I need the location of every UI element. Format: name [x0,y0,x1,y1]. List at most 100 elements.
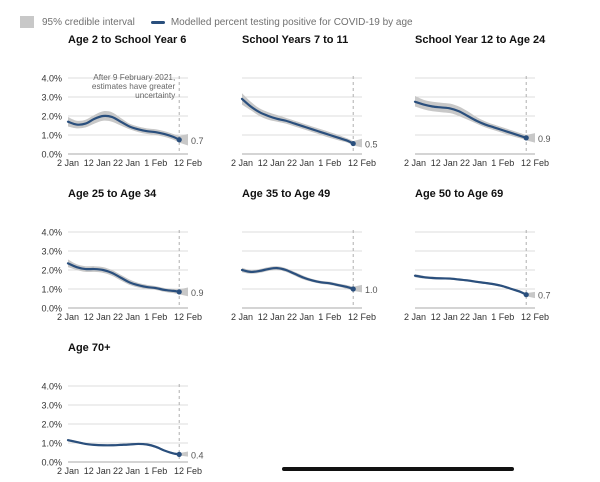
x-tick-label: 12 Feb [521,312,549,322]
y-tick-label: 1.0% [41,439,62,449]
y-tick-label: 1.0% [41,131,62,141]
x-tick-label: 12 Jan [431,158,458,168]
credible-interval-band [68,438,180,456]
end-point-marker [350,286,356,292]
chart-svg: 2 Jan 12 Jan 22 Jan 1 Feb 12 Feb 0.9 [404,76,551,168]
x-tick-label: 12 Jan [431,312,458,322]
x-tick-label: 12 Feb [174,158,202,168]
x-tick-label: 2 Jan [404,312,426,322]
x-tick-label: 1 Feb [491,158,514,168]
annotation-text: uncertainty [135,91,176,100]
x-tick-label: 22 Jan [460,312,487,322]
end-point-marker [523,292,529,298]
x-tick-label: 1 Feb [318,312,341,322]
modelled-line [240,266,355,291]
x-tick-label: 12 Feb [174,312,202,322]
annotation-text: estimates have greater [92,82,176,91]
panel-title: Age 2 to School Year 6 [68,34,187,46]
chart-panel-school-years-7-to-11: School Years 7 to 11 2 Jan 12 Jan 22 Jan 1 … [224,34,394,174]
chart-panel-age-25-to-age-34: Age 25 to Age 34 0.0% 1.0% 2.0% 3.0% 4.0% 2 J… [41,188,220,328]
modelled-line [413,100,528,139]
chart-svg: 2 Jan 12 Jan 22 Jan 1 Feb 12 Feb 0.5 [231,76,378,168]
x-tick-label: 12 Jan [258,312,285,322]
x-tick-label: 22 Jan [287,158,314,168]
x-tick-label: 2 Jan [57,312,79,322]
chart-panel-age-50-to-age-69: Age 50 to Age 69 2 Jan 12 Jan 22 Jan 1 Feb 1… [397,188,567,328]
x-tick-label: 1 Feb [144,158,167,168]
end-value-label: 0.7 [191,136,204,146]
x-tick-label: 1 Feb [318,158,341,168]
uncertainty-extension [526,133,535,143]
end-value-label: 1.0 [365,285,378,295]
y-tick-label: 4.0% [41,74,62,84]
uncertainty-extension [179,134,188,146]
uncertainty-extension [179,287,188,297]
x-tick-label: 12 Jan [84,158,111,168]
modelled-line [66,114,181,141]
credible-interval-swatch [20,16,34,28]
panel-title: Age 70+ [68,342,111,354]
chart-svg: 2 Jan 12 Jan 22 Jan 1 Feb 12 Feb 1.0 [231,230,378,322]
x-tick-label: 12 Feb [348,158,376,168]
end-point-marker [176,289,182,295]
modelled-line [413,274,528,296]
y-tick-label: 4.0% [41,382,62,392]
panel-title: School Years 7 to 11 [242,34,349,46]
y-tick-label: 2.0% [41,266,62,276]
chart-panel-school-year-12-to-age-24: School Year 12 to Age 24 2 Jan 12 Jan 22 J… [397,34,567,174]
y-tick-label: 0.0% [41,304,62,314]
chart-panel-age-70-plus: Age 70+ 0.0% 1.0% 2.0% 3.0% 4.0% 2 Jan 12 Jan 2… [41,342,220,482]
chart-svg: 0.0% 1.0% 2.0% 3.0% 4.0% 2 Jan 12 Jan 22 Jan 1 F… [41,228,204,323]
panel-title: Age 50 to Age 69 [415,188,504,200]
x-tick-label: 12 Feb [521,158,549,168]
end-point-marker [523,135,529,141]
x-tick-label: 12 Jan [84,466,111,476]
x-tick-label: 1 Feb [144,312,167,322]
y-tick-label: 3.0% [41,401,62,411]
end-value-label: 0.4 [191,450,204,460]
annotation-text: After 9 February 2021, [93,73,175,82]
x-tick-label: 1 Feb [491,312,514,322]
x-tick-label: 2 Jan [231,312,253,322]
chart-panel-age-35-to-age-49: Age 35 to Age 49 2 Jan 12 Jan 22 Jan 1 Feb 1… [224,188,394,328]
end-value-label: 0.7 [538,291,551,301]
x-tick-label: 2 Jan [57,466,79,476]
end-value-label: 0.5 [365,140,378,150]
modelled-line [66,439,181,456]
y-tick-label: 3.0% [41,247,62,257]
x-tick-label: 22 Jan [113,312,140,322]
y-tick-label: 2.0% [41,420,62,430]
end-point-marker [350,140,356,147]
y-tick-label: 3.0% [41,93,62,103]
x-tick-label: 12 Jan [258,158,285,168]
x-tick-label: 12 Feb [174,466,202,476]
chart-svg: 0.0% 1.0% 2.0% 3.0% 4.0% 2 Jan 12 Jan 22 Jan 1 F… [41,382,204,477]
chart-panel-age-2-to-school-year-6: Age 2 to School Year 6 0.0% 1.0% 2.0% 3.0% 4… [41,34,220,174]
x-tick-label: 2 Jan [57,158,79,168]
uncertainty-extension [353,138,362,148]
x-tick-label: 22 Jan [460,158,487,168]
y-tick-label: 4.0% [41,228,62,238]
panel-title: Age 25 to Age 34 [68,188,157,200]
y-tick-label: 0.0% [41,150,62,160]
modelled-line [66,262,181,293]
chart-svg: 0.0% 1.0% 2.0% 3.0% 4.0% 2 Jan 12 Jan 22 Jan 1 F… [41,73,204,168]
x-tick-label: 12 Jan [84,312,111,322]
x-tick-label: 1 Feb [144,466,167,476]
x-tick-label: 2 Jan [404,158,426,168]
y-tick-label: 0.0% [41,458,62,468]
horizontal-scrollbar[interactable] [282,467,514,471]
y-tick-label: 1.0% [41,285,62,295]
uncertainty-extension [353,284,362,293]
end-value-label: 0.9 [191,288,204,298]
x-tick-label: 22 Jan [113,466,140,476]
x-tick-label: 22 Jan [287,312,314,322]
panel-title: School Year 12 to Age 24 [415,34,546,46]
y-tick-label: 2.0% [41,112,62,122]
panel-title: Age 35 to Age 49 [242,188,331,200]
x-tick-label: 22 Jan [113,158,140,168]
chart-svg: 2 Jan 12 Jan 22 Jan 1 Feb 12 Feb 0.7 [404,230,551,322]
credible-interval-band [242,93,354,146]
modelled-line [240,97,355,145]
x-tick-label: 2 Jan [231,158,253,168]
